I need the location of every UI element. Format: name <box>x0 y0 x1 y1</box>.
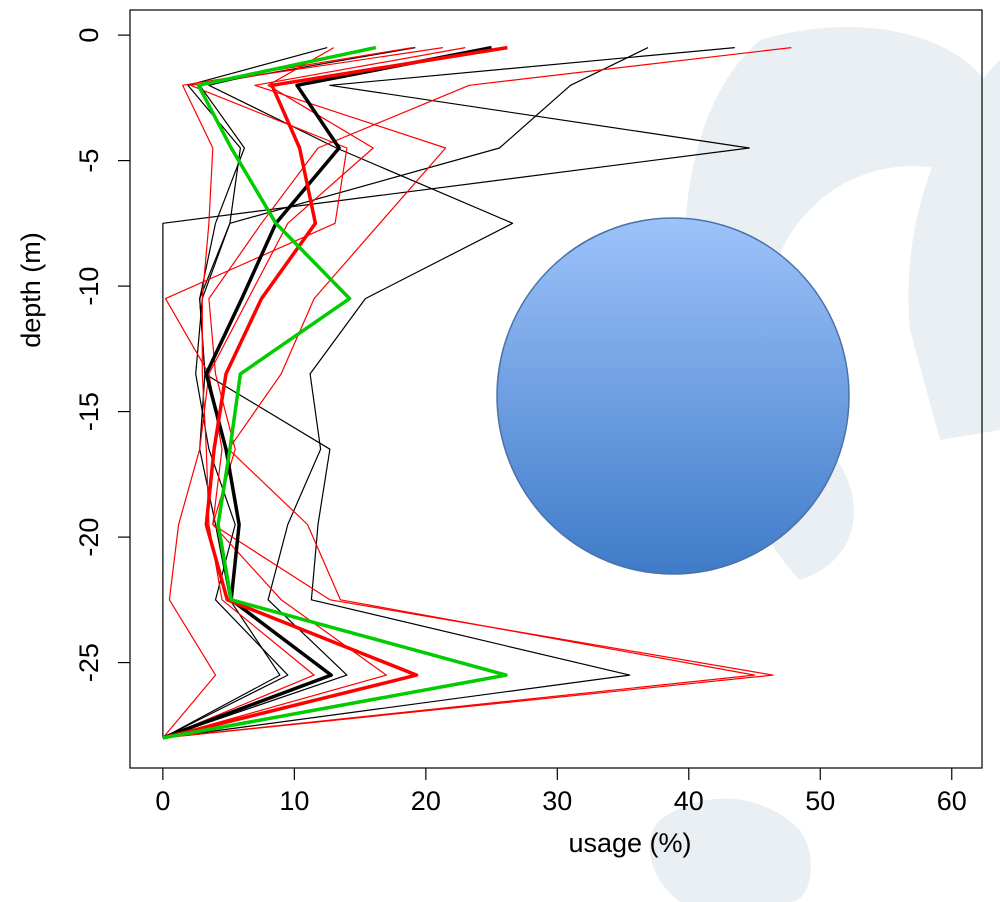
x-axis-title: usage (%) <box>568 828 691 858</box>
series-line <box>163 48 413 738</box>
y-axis-title: depth (m) <box>16 232 46 348</box>
series-line <box>163 48 327 738</box>
series-line <box>163 48 443 738</box>
x-tick-label: 20 <box>411 786 441 816</box>
x-tick-label: 60 <box>937 786 967 816</box>
x-tick-label: 50 <box>805 786 835 816</box>
y-tick-label: -5 <box>74 149 104 173</box>
y-tick-label: -10 <box>74 267 104 306</box>
chart: usage (%) depth (m) 0 10 20 30 40 50 60 0 -5 -10 -… <box>0 0 1000 902</box>
y-tick-label: -25 <box>74 643 104 682</box>
y-tick-label: -20 <box>74 518 104 557</box>
x-tick-label: 40 <box>674 786 704 816</box>
x-tick-label: 30 <box>542 786 572 816</box>
y-tick-label: 0 <box>74 28 104 43</box>
y-tick-label: -15 <box>74 392 104 431</box>
x-tick-label: 0 <box>155 786 170 816</box>
decorative-circle <box>497 218 849 574</box>
x-tick-label: 10 <box>279 786 309 816</box>
